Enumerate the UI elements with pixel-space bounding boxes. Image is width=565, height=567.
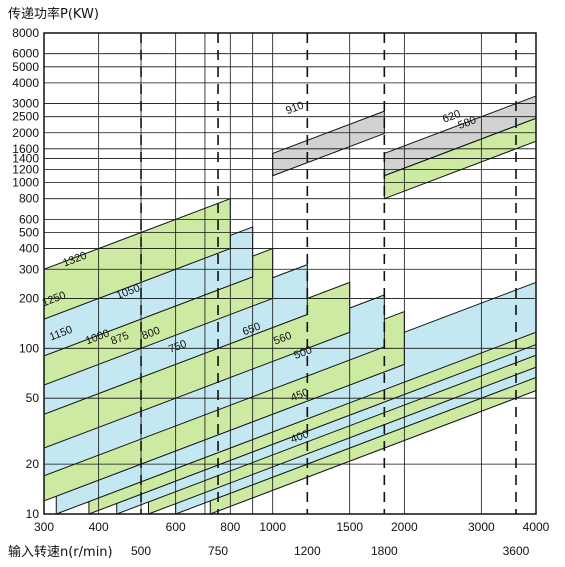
- x-tick-label: 2000: [391, 520, 418, 534]
- x-tick-label: 4000: [523, 520, 550, 534]
- y-tick-label: 1400: [12, 151, 39, 165]
- y-tick-label: 2000: [12, 126, 39, 140]
- x-tick-label: 400: [89, 520, 109, 534]
- y-tick-label: 1200: [12, 163, 39, 177]
- x-tick-label: 3000: [468, 520, 495, 534]
- y-tick-label: 300: [19, 262, 39, 276]
- x-speed-label: 1200: [294, 544, 321, 558]
- x-speed-label: 500: [131, 544, 151, 558]
- y-tick-label: 200: [19, 291, 39, 305]
- y-tick-label: 8000: [12, 26, 39, 40]
- x-speed-label: 3600: [503, 544, 530, 558]
- x-tick-label: 300: [34, 520, 54, 534]
- y-tick-label: 20: [26, 457, 40, 471]
- x-tick-label: 600: [166, 520, 186, 534]
- y-tick-label: 1000: [12, 176, 39, 190]
- y-tick-label: 600: [19, 212, 39, 226]
- y-tick-label: 800: [19, 192, 39, 206]
- y-tick-label: 1600: [12, 142, 39, 156]
- x-axis-title: 输入转速n(r/min): [8, 544, 113, 560]
- x-speed-label: 1800: [371, 544, 398, 558]
- y-tick-label: 5000: [12, 60, 39, 74]
- y-tick-label: 2500: [12, 110, 39, 124]
- x-speed-label: 750: [208, 544, 228, 558]
- y-tick-label: 500: [19, 226, 39, 240]
- plot-frame: [43, 32, 537, 515]
- x-tick-label: 800: [220, 520, 240, 534]
- y-axis-title: 传递功率P(KW): [8, 6, 99, 22]
- y-tick-label: 4000: [12, 76, 39, 90]
- grid-layer: 1020501002003004005006008001000120014001…: [12, 26, 549, 558]
- y-tick-label: 400: [19, 242, 39, 256]
- x-tick-label: 1500: [336, 520, 363, 534]
- y-tick-label: 100: [19, 341, 39, 355]
- y-tick-label: 3000: [12, 97, 39, 111]
- y-tick-label: 6000: [12, 47, 39, 61]
- y-tick-label: 10: [26, 507, 40, 521]
- x-tick-label: 1000: [259, 520, 286, 534]
- y-tick-label: 50: [26, 391, 40, 405]
